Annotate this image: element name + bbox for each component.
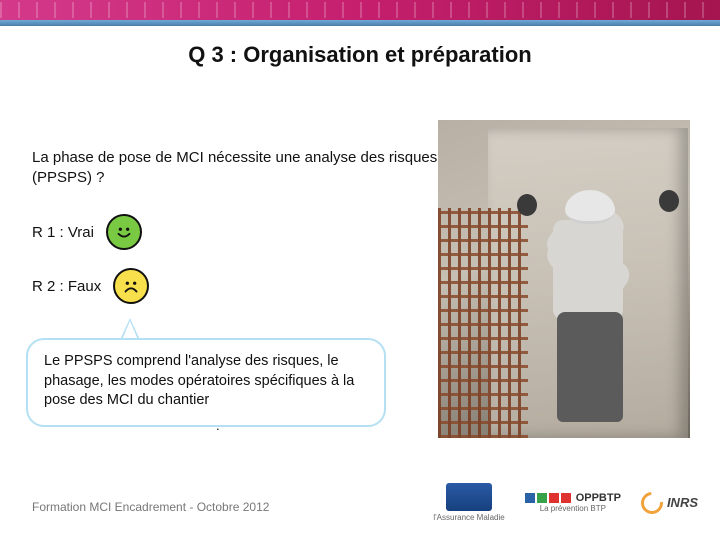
photo-worker [523,190,663,430]
photo-rebar [438,208,528,438]
banner-underline [0,20,720,26]
opp-sq-4 [561,493,571,503]
explanation-text: Le PPSPS comprend l'analyse des risques,… [44,353,354,408]
opp-sq-1 [525,493,535,503]
photo-hand-right [659,190,679,212]
answer-r1-label: R 1 : Vrai [32,224,94,241]
explanation-bubble: Le PPSPS comprend l'analyse des risques,… [26,338,386,427]
header-banner [0,0,720,30]
photo-torso [553,220,623,320]
footer-logos: l'Assurance Maladie OPPBTP La prévention… [433,483,698,522]
opp-sq-2 [537,493,547,503]
slide: Q 3 : Organisation et préparation La pha… [0,0,720,540]
answer-r2-label: R 2 : Faux [32,278,101,295]
logo-oppbtp-sub: La prévention BTP [540,504,606,513]
answer-r1: R 1 : Vrai [32,214,142,250]
logo-oppbtp: OPPBTP La prévention BTP [525,492,621,513]
question-text: La phase de pose de MCI nécessite une an… [32,148,442,189]
logo-oppbtp-text: OPPBTP [576,492,621,504]
frown-icon [113,268,149,304]
photo-legs [557,312,623,422]
worker-photo [438,120,690,438]
slide-title: Q 3 : Organisation et préparation [0,42,720,68]
footer-text: Formation MCI Encadrement - Octobre 2012 [32,500,269,514]
helmet-icon [565,190,615,224]
opp-sq-3 [549,493,559,503]
banner-skyline [0,0,720,20]
explanation-trailing-dot: . [216,418,220,433]
logo-inrs-text: INRS [667,495,698,510]
frown-glyph [120,275,142,297]
smile-glyph [113,221,135,243]
answer-r2: R 2 : Faux [32,268,149,304]
logo-am-caption: l'Assurance Maladie [433,513,504,522]
logo-oppbtp-icon: OPPBTP [525,492,621,504]
inrs-swirl-icon [636,487,667,518]
logo-am-icon [446,483,492,511]
logo-assurance-maladie: l'Assurance Maladie [433,483,504,522]
smile-icon [106,214,142,250]
logo-inrs: INRS [641,492,698,514]
photo-hand-left [517,194,537,216]
